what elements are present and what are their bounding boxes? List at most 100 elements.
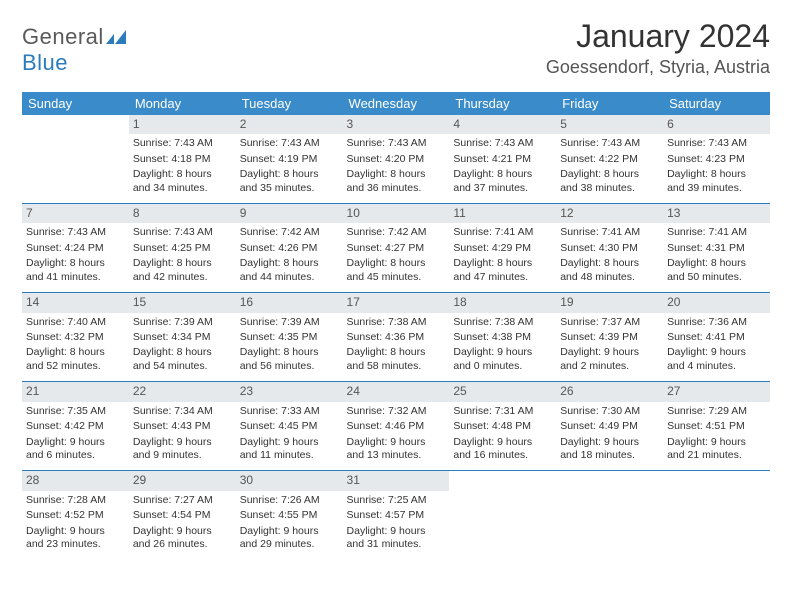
sunrise-text: Sunrise: 7:40 AM <box>26 316 125 331</box>
sunrise-text: Sunrise: 7:34 AM <box>133 405 232 420</box>
daylight-text: Daylight: 9 hours and 23 minutes. <box>26 525 125 554</box>
sunset-text: Sunset: 4:55 PM <box>240 509 339 524</box>
sunset-text: Sunset: 4:31 PM <box>667 242 766 257</box>
day-number <box>22 115 129 119</box>
sunset-text: Sunset: 4:18 PM <box>133 153 232 168</box>
sunset-text: Sunset: 4:52 PM <box>26 509 125 524</box>
sunrise-text: Sunrise: 7:43 AM <box>133 226 232 241</box>
calendar-week-row: 1Sunrise: 7:43 AMSunset: 4:18 PMDaylight… <box>22 115 770 204</box>
sunset-text: Sunset: 4:36 PM <box>347 331 446 346</box>
sunset-text: Sunset: 4:38 PM <box>453 331 552 346</box>
calendar-week-row: 28Sunrise: 7:28 AMSunset: 4:52 PMDayligh… <box>22 471 770 560</box>
daylight-text: Daylight: 8 hours and 45 minutes. <box>347 257 446 286</box>
day-number: 10 <box>343 204 450 223</box>
calendar-day-cell <box>22 115 129 204</box>
sunset-text: Sunset: 4:57 PM <box>347 509 446 524</box>
calendar-day-cell: 3Sunrise: 7:43 AMSunset: 4:20 PMDaylight… <box>343 115 450 204</box>
day-number: 4 <box>449 115 556 134</box>
day-number: 16 <box>236 293 343 312</box>
sunset-text: Sunset: 4:35 PM <box>240 331 339 346</box>
calendar-week-row: 7Sunrise: 7:43 AMSunset: 4:24 PMDaylight… <box>22 204 770 293</box>
sunrise-text: Sunrise: 7:41 AM <box>453 226 552 241</box>
sunrise-text: Sunrise: 7:43 AM <box>26 226 125 241</box>
day-number: 13 <box>663 204 770 223</box>
day-header: Friday <box>556 92 663 115</box>
sunrise-text: Sunrise: 7:35 AM <box>26 405 125 420</box>
day-number: 19 <box>556 293 663 312</box>
day-number: 7 <box>22 204 129 223</box>
day-number: 15 <box>129 293 236 312</box>
sunset-text: Sunset: 4:20 PM <box>347 153 446 168</box>
daylight-text: Daylight: 8 hours and 39 minutes. <box>667 168 766 197</box>
calendar-day-cell: 2Sunrise: 7:43 AMSunset: 4:19 PMDaylight… <box>236 115 343 204</box>
daylight-text: Daylight: 9 hours and 0 minutes. <box>453 346 552 375</box>
calendar-day-cell: 31Sunrise: 7:25 AMSunset: 4:57 PMDayligh… <box>343 471 450 560</box>
daylight-text: Daylight: 8 hours and 54 minutes. <box>133 346 232 375</box>
calendar-day-cell <box>449 471 556 560</box>
sunrise-text: Sunrise: 7:39 AM <box>240 316 339 331</box>
daylight-text: Daylight: 8 hours and 58 minutes. <box>347 346 446 375</box>
sunset-text: Sunset: 4:41 PM <box>667 331 766 346</box>
calendar-day-cell: 6Sunrise: 7:43 AMSunset: 4:23 PMDaylight… <box>663 115 770 204</box>
sunset-text: Sunset: 4:23 PM <box>667 153 766 168</box>
daylight-text: Daylight: 8 hours and 48 minutes. <box>560 257 659 286</box>
calendar-day-cell: 12Sunrise: 7:41 AMSunset: 4:30 PMDayligh… <box>556 204 663 293</box>
day-header: Sunday <box>22 92 129 115</box>
calendar-day-cell: 26Sunrise: 7:30 AMSunset: 4:49 PMDayligh… <box>556 382 663 471</box>
daylight-text: Daylight: 9 hours and 13 minutes. <box>347 436 446 465</box>
day-number: 18 <box>449 293 556 312</box>
sunset-text: Sunset: 4:42 PM <box>26 420 125 435</box>
title-block: January 2024 Goessendorf, Styria, Austri… <box>546 18 770 78</box>
daylight-text: Daylight: 9 hours and 21 minutes. <box>667 436 766 465</box>
sunrise-text: Sunrise: 7:43 AM <box>667 137 766 152</box>
sunset-text: Sunset: 4:48 PM <box>453 420 552 435</box>
day-number: 31 <box>343 471 450 490</box>
daylight-text: Daylight: 9 hours and 4 minutes. <box>667 346 766 375</box>
calendar-day-cell: 24Sunrise: 7:32 AMSunset: 4:46 PMDayligh… <box>343 382 450 471</box>
logo-word2: Blue <box>22 50 68 75</box>
page-header: GeneralBlue January 2024 Goessendorf, St… <box>22 18 770 78</box>
sunrise-text: Sunrise: 7:29 AM <box>667 405 766 420</box>
calendar-day-cell: 30Sunrise: 7:26 AMSunset: 4:55 PMDayligh… <box>236 471 343 560</box>
day-number: 12 <box>556 204 663 223</box>
sunset-text: Sunset: 4:39 PM <box>560 331 659 346</box>
sunrise-text: Sunrise: 7:38 AM <box>347 316 446 331</box>
sunrise-text: Sunrise: 7:43 AM <box>453 137 552 152</box>
sunrise-text: Sunrise: 7:43 AM <box>133 137 232 152</box>
daylight-text: Daylight: 8 hours and 52 minutes. <box>26 346 125 375</box>
calendar-day-cell: 1Sunrise: 7:43 AMSunset: 4:18 PMDaylight… <box>129 115 236 204</box>
daylight-text: Daylight: 8 hours and 36 minutes. <box>347 168 446 197</box>
sunset-text: Sunset: 4:49 PM <box>560 420 659 435</box>
sunrise-text: Sunrise: 7:36 AM <box>667 316 766 331</box>
calendar-day-cell: 13Sunrise: 7:41 AMSunset: 4:31 PMDayligh… <box>663 204 770 293</box>
day-number: 20 <box>663 293 770 312</box>
daylight-text: Daylight: 9 hours and 9 minutes. <box>133 436 232 465</box>
daylight-text: Daylight: 8 hours and 35 minutes. <box>240 168 339 197</box>
sunrise-text: Sunrise: 7:31 AM <box>453 405 552 420</box>
day-number: 22 <box>129 382 236 401</box>
month-title: January 2024 <box>546 18 770 55</box>
sunset-text: Sunset: 4:46 PM <box>347 420 446 435</box>
sunrise-text: Sunrise: 7:43 AM <box>347 137 446 152</box>
sunrise-text: Sunrise: 7:42 AM <box>240 226 339 241</box>
daylight-text: Daylight: 8 hours and 38 minutes. <box>560 168 659 197</box>
day-number: 8 <box>129 204 236 223</box>
sunrise-text: Sunrise: 7:37 AM <box>560 316 659 331</box>
daylight-text: Daylight: 9 hours and 16 minutes. <box>453 436 552 465</box>
sunset-text: Sunset: 4:22 PM <box>560 153 659 168</box>
day-number: 2 <box>236 115 343 134</box>
calendar-week-row: 21Sunrise: 7:35 AMSunset: 4:42 PMDayligh… <box>22 382 770 471</box>
calendar-table: SundayMondayTuesdayWednesdayThursdayFrid… <box>22 92 770 560</box>
calendar-day-cell: 23Sunrise: 7:33 AMSunset: 4:45 PMDayligh… <box>236 382 343 471</box>
calendar-day-cell: 10Sunrise: 7:42 AMSunset: 4:27 PMDayligh… <box>343 204 450 293</box>
calendar-day-cell <box>556 471 663 560</box>
day-number: 24 <box>343 382 450 401</box>
calendar-day-cell: 8Sunrise: 7:43 AMSunset: 4:25 PMDaylight… <box>129 204 236 293</box>
calendar-day-cell: 25Sunrise: 7:31 AMSunset: 4:48 PMDayligh… <box>449 382 556 471</box>
daylight-text: Daylight: 8 hours and 42 minutes. <box>133 257 232 286</box>
sunset-text: Sunset: 4:43 PM <box>133 420 232 435</box>
calendar-day-cell: 11Sunrise: 7:41 AMSunset: 4:29 PMDayligh… <box>449 204 556 293</box>
day-number: 30 <box>236 471 343 490</box>
daylight-text: Daylight: 8 hours and 56 minutes. <box>240 346 339 375</box>
calendar-day-cell: 16 Sunrise: 7:39 AMSunset: 4:35 PMDayligh… <box>236 293 343 382</box>
